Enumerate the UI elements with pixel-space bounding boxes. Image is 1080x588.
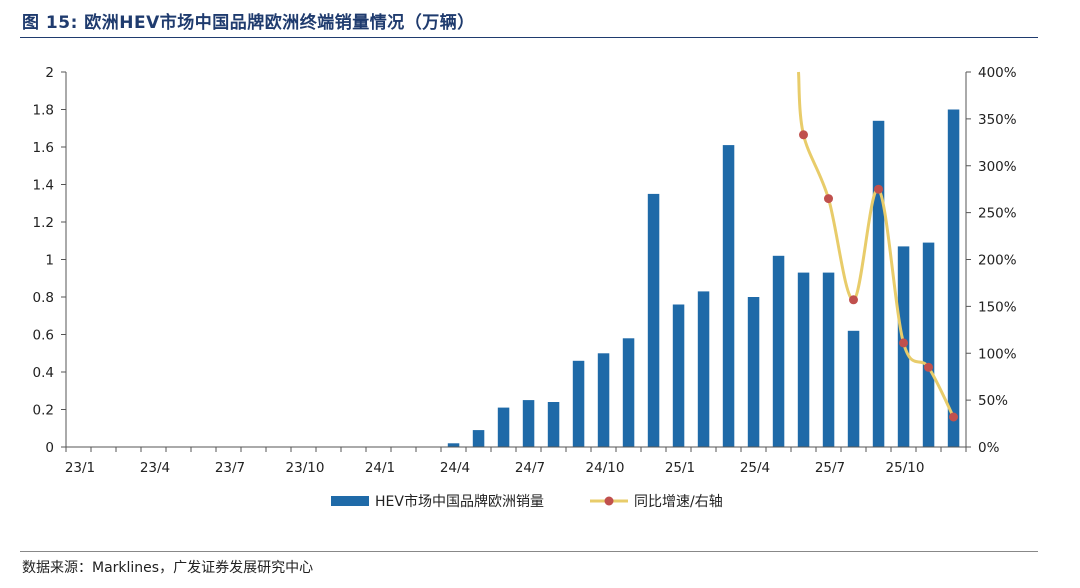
bar-25/3 — [722, 145, 735, 447]
source-rule — [20, 551, 1038, 552]
y-left-tick-label: 1.6 — [33, 140, 54, 156]
bar-24/11 — [622, 338, 635, 448]
bar-25/2 — [697, 291, 710, 447]
bar-24/4 — [447, 443, 460, 448]
y-left-tick-label: 1.2 — [33, 215, 54, 231]
source-note: 数据来源：Marklines，广发证券发展研究中心 — [22, 560, 314, 576]
point-25/12 — [949, 412, 958, 422]
legend-bar-label: HEV市场中国品牌欧洲销量 — [375, 493, 544, 510]
bar-24/8 — [547, 402, 560, 447]
x-tick-labels: 23/1 23/4 23/7 23/10 24/1 24/4 24/7 24/10 25/1 25… — [65, 447, 967, 476]
bar-25/1 — [672, 304, 685, 447]
x-tick-label: 25/10 — [886, 460, 925, 476]
y-axis-right: 0% 50% 100% 150% 200% 250% 300% 350% 400% — [965, 65, 1017, 456]
x-tick-label: 24/1 — [365, 460, 395, 476]
figure-title: 图 15: 欧洲HEV市场中国品牌欧洲终端销量情况（万辆） — [22, 13, 475, 33]
x-tick-label: 24/7 — [515, 460, 545, 476]
y-axis-left: 0 0.2 0.4 0.6 0.8 1 1.2 1.4 1.6 1.8 2 — [33, 65, 67, 456]
x-tick-label: 25/4 — [740, 460, 770, 476]
bar-25/6 — [797, 272, 810, 447]
point-25/7 — [824, 194, 833, 204]
bar-24/5 — [472, 430, 485, 447]
y-right-tick-label: 150% — [978, 299, 1017, 315]
point-25/10 — [899, 338, 908, 348]
bar-24/7 — [522, 400, 535, 447]
point-25/8 — [849, 295, 858, 305]
legend-line-label: 同比增速/右轴 — [634, 494, 723, 510]
y-right-tick-label: 350% — [978, 112, 1017, 128]
x-tick-label: 23/7 — [215, 460, 245, 476]
x-tick-label: 25/1 — [665, 460, 695, 476]
bar-24/9 — [572, 360, 585, 448]
bar-25/8 — [847, 330, 860, 448]
y-right-tick-label: 100% — [978, 346, 1017, 362]
bar-25/9 — [872, 120, 885, 448]
bar-24/6 — [497, 407, 510, 447]
y-right-tick-label: 50% — [978, 393, 1008, 409]
bar-25/11 — [922, 242, 935, 447]
y-left-tick-label: 0.8 — [33, 290, 54, 306]
line-series — [797, 71, 958, 422]
legend-bar-swatch — [331, 496, 369, 506]
bar-24/12 — [647, 193, 660, 447]
y-left-tick-label: 2 — [45, 65, 54, 81]
x-tick-label: 24/10 — [586, 460, 625, 476]
y-left-tick-label: 0.4 — [33, 365, 54, 381]
bar-25/12 — [947, 109, 960, 447]
bar-25/4 — [747, 297, 760, 447]
x-axis: 23/1 23/4 23/7 23/10 24/1 24/4 24/7 24/10 25/1 25… — [65, 446, 967, 476]
y-left-tick-label: 0 — [45, 440, 54, 456]
y-right-tick-label: 300% — [978, 159, 1017, 175]
legend: HEV市场中国品牌欧洲销量 同比增速/右轴 — [331, 493, 723, 510]
y-left-tick-label: 0.6 — [33, 328, 54, 344]
point-25/9 — [874, 184, 883, 194]
bar-series — [447, 109, 960, 448]
legend-line-marker — [604, 496, 614, 506]
x-tick-label: 23/4 — [140, 460, 170, 476]
bar-25/7 — [822, 272, 835, 447]
x-tick-label: 23/10 — [286, 460, 325, 476]
y-right-tick-label: 400% — [978, 65, 1017, 81]
x-tick-label: 24/4 — [440, 460, 470, 476]
chart: 23/1 23/4 23/7 23/10 24/1 24/4 24/7 24/10 25/1 25… — [33, 65, 1017, 510]
bar-25/5 — [772, 255, 785, 448]
y-right-tick-label: 200% — [978, 253, 1017, 269]
y-right-tick-label: 0% — [978, 440, 1000, 456]
y-left-tick-label: 1.4 — [33, 178, 54, 194]
bar-24/10 — [597, 353, 610, 448]
point-25/11 — [924, 362, 933, 372]
title-rule — [20, 37, 1038, 38]
x-tick-label: 23/1 — [65, 460, 95, 476]
y-left-tick-label: 1 — [45, 253, 54, 269]
y-left-tick-label: 1.8 — [33, 103, 54, 119]
y-left-tick-label: 0.2 — [33, 403, 54, 419]
y-right-tick-label: 250% — [978, 206, 1017, 222]
point-25/6 — [799, 130, 808, 140]
yoy-growth-line — [797, 71, 955, 418]
x-tick-label: 25/7 — [815, 460, 845, 476]
